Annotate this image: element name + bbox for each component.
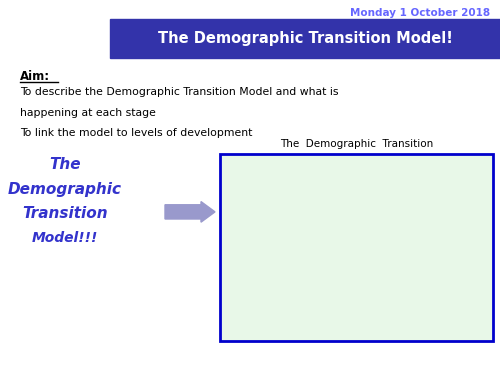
Text: The  Demographic  Transition: The Demographic Transition	[280, 139, 433, 149]
Text: Model!!!: Model!!!	[32, 231, 98, 245]
Text: birth
rate: birth rate	[254, 204, 272, 223]
Text: The: The	[49, 158, 81, 172]
Text: To link the model to levels of development: To link the model to levels of developme…	[20, 128, 252, 138]
Text: Monday 1 October 2018: Monday 1 October 2018	[350, 8, 490, 18]
Text: happening at each stage: happening at each stage	[20, 108, 156, 117]
Text: The Demographic Transition Model!: The Demographic Transition Model!	[158, 31, 453, 46]
Text: Aim:: Aim:	[20, 70, 50, 83]
Text: Transition: Transition	[22, 206, 108, 221]
Text: Demographic: Demographic	[8, 182, 122, 197]
Text: time: time	[447, 325, 466, 334]
Text: total
population: total population	[433, 190, 474, 209]
Text: To describe the Demographic Transition Model and what is: To describe the Demographic Transition M…	[20, 87, 338, 97]
Text: death
rate: death rate	[288, 248, 311, 267]
